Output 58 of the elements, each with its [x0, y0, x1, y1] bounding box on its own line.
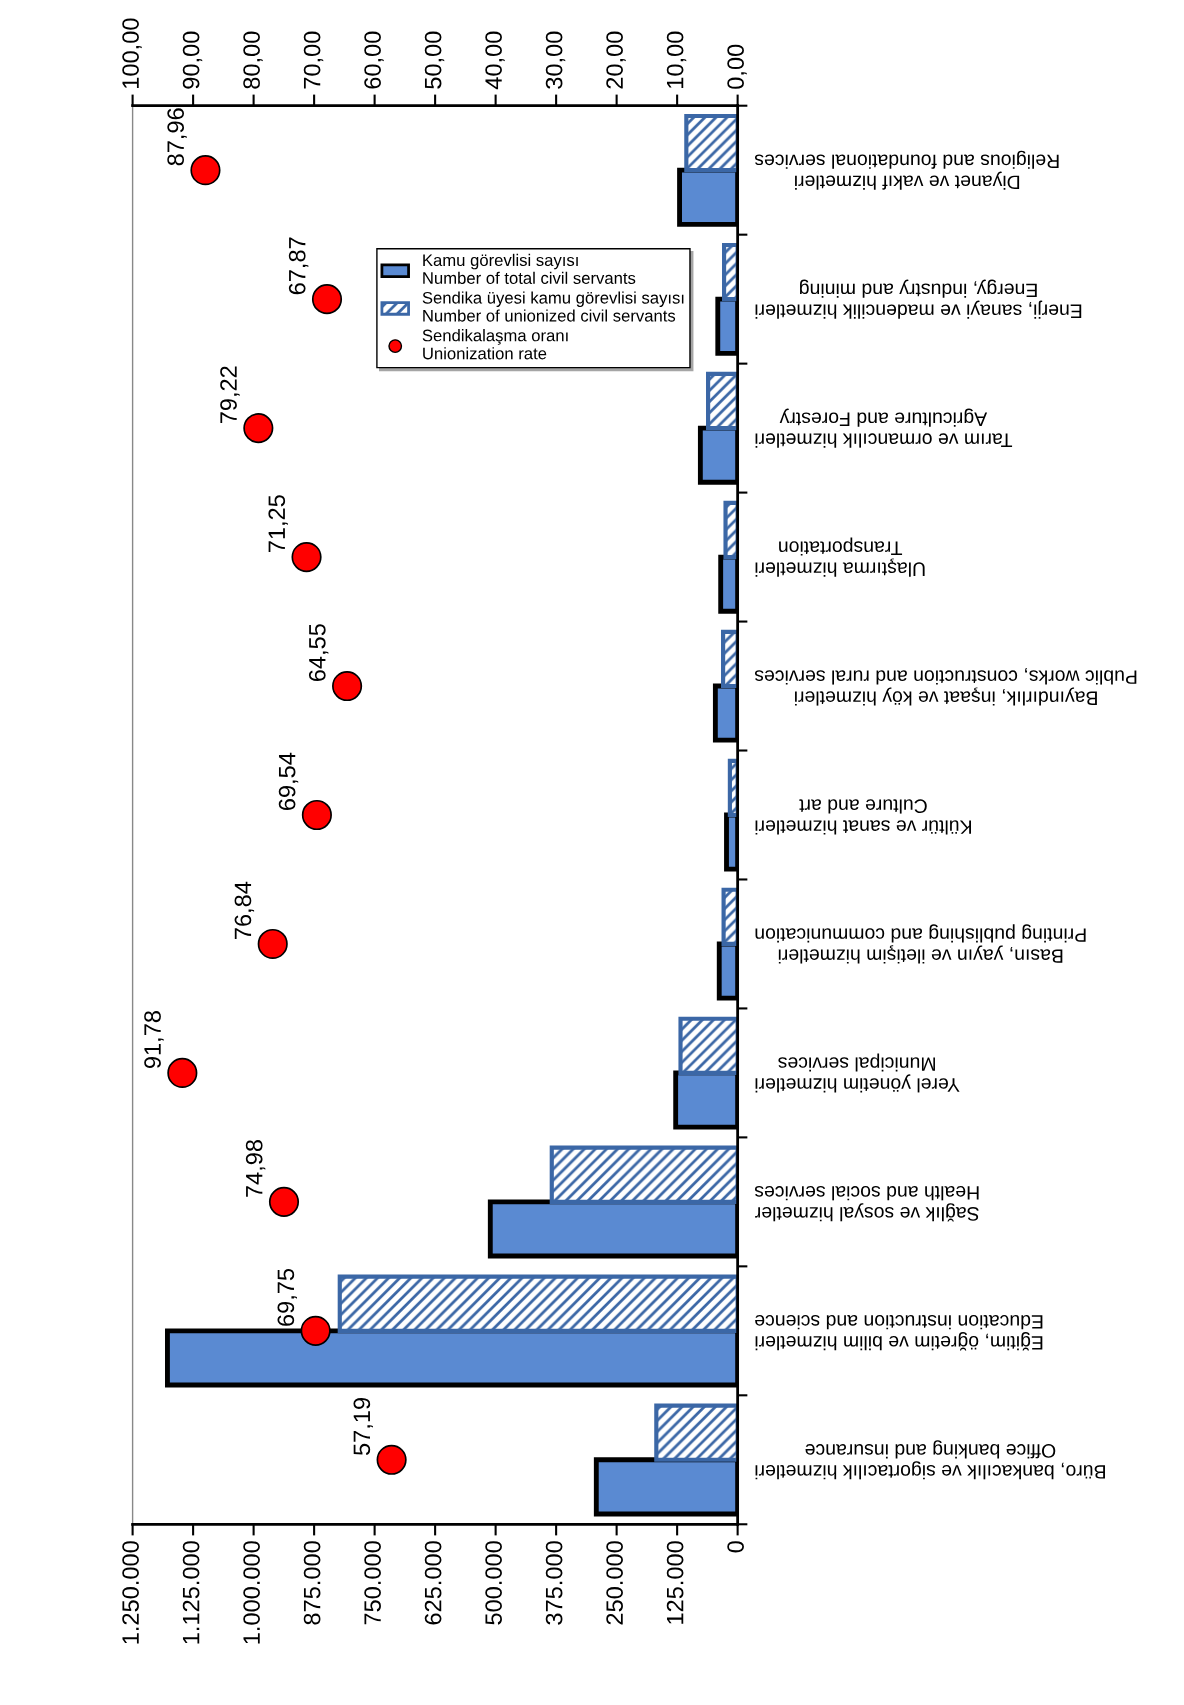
x2-tick-label: 50,00 [424, 31, 445, 89]
x2-tick-label: 30,00 [545, 31, 566, 89]
data-label: 71,25 [268, 495, 288, 553]
y-tick-label: Yerel yönetim hizmetleri Municipal services [755, 1053, 960, 1093]
y-tick-label: Bayındırlık, inşaat ve köy hizmetleri Public works, construction and rural services [754, 668, 1137, 706]
x2-tick-label: 80,00 [243, 31, 263, 89]
y-tick-label: Sağlık ve sosyal hizmetler Health and social services [754, 1186, 979, 1222]
point [291, 542, 322, 573]
y-tick-label: Eğitim, öğretim ve bilim hizmetleri Education instruction and science [755, 1315, 1043, 1351]
data-label: 79,22 [220, 366, 240, 424]
legend-label: Sendikalaşma oranı Unionization rate [422, 329, 568, 360]
point [167, 1057, 198, 1088]
x-tick-label: 1.250.000 [122, 1541, 139, 1644]
x2-tick-label: 20,00 [606, 31, 626, 89]
data-label: 91,78 [144, 1011, 164, 1069]
data-label: 76,84 [234, 881, 255, 939]
data-label: 67,87 [288, 237, 309, 295]
x2-tick-label: 70,00 [303, 31, 324, 89]
x2-tick-label: 40,00 [485, 31, 505, 90]
x2-tick-label: 60,00 [364, 31, 384, 89]
point [376, 1444, 407, 1475]
point [190, 155, 221, 186]
data-label: 87,96 [167, 108, 187, 166]
data-label: 57,19 [353, 1398, 373, 1456]
point [243, 413, 274, 444]
data-label: 64,55 [308, 624, 329, 682]
x-tick-label: 375.000 [545, 1541, 563, 1625]
point [301, 799, 332, 831]
y-tick-label: Tarım ve ormancılık hizmetleri Agriculture and Forestry [755, 408, 1013, 448]
x2-tick-label: 0,00 [727, 44, 747, 89]
y-tick-label: Kültür ve sanat hizmetleri Culture and art [755, 799, 971, 835]
legend-label: Sendika üyesi kamu görevlisi sayısı Number of unionized civil servants [422, 291, 684, 322]
x-tick-label: 1.000.000 [243, 1541, 260, 1644]
data-label: 69,75 [277, 1268, 297, 1326]
y-tick-label: Ulaştırma hizmetleri Transportation [755, 537, 925, 577]
x-tick-label: 625.000 [424, 1541, 442, 1625]
x-tick-label: 125.000 [666, 1541, 684, 1624]
y-tick-label: Basın, yayın ve iletişim hizmetleri Printing publishing and communication [755, 924, 1086, 964]
point [332, 670, 363, 702]
y-tick-label: Büro, bankacılık ve sigortacılık hizmetleri Office banking and insurance [755, 1440, 1105, 1480]
x-tick-label: 500.000 [485, 1541, 502, 1625]
y-tick-label: Enerji, sanayi ve madencilik hizmetleri Energy, industry and mining [755, 279, 1082, 319]
point [268, 1186, 300, 1217]
x-tick-label: 0 [727, 1541, 744, 1553]
x-tick-label: 250.000 [606, 1541, 623, 1625]
x2-tick-label: 100,00 [122, 18, 142, 88]
x-tick-label: 750.000 [364, 1541, 381, 1625]
point [300, 1315, 331, 1346]
point [257, 928, 288, 960]
data-label: 69,54 [278, 752, 299, 810]
legend-label: Kamu görevlisi sayısı Number of total civil servants [423, 253, 636, 284]
x-tick-label: 875.000 [303, 1541, 321, 1625]
x2-tick-label: 10,00 [666, 31, 687, 88]
point [311, 284, 343, 315]
x2-tick-label: 90,00 [182, 31, 203, 89]
x-tick-label: 1.125.000 [182, 1541, 200, 1644]
y-tick-label: Diyanet ve vakıf hizmetleri Religious and foundational services [754, 150, 1059, 190]
data-label: 74,98 [245, 1140, 266, 1197]
